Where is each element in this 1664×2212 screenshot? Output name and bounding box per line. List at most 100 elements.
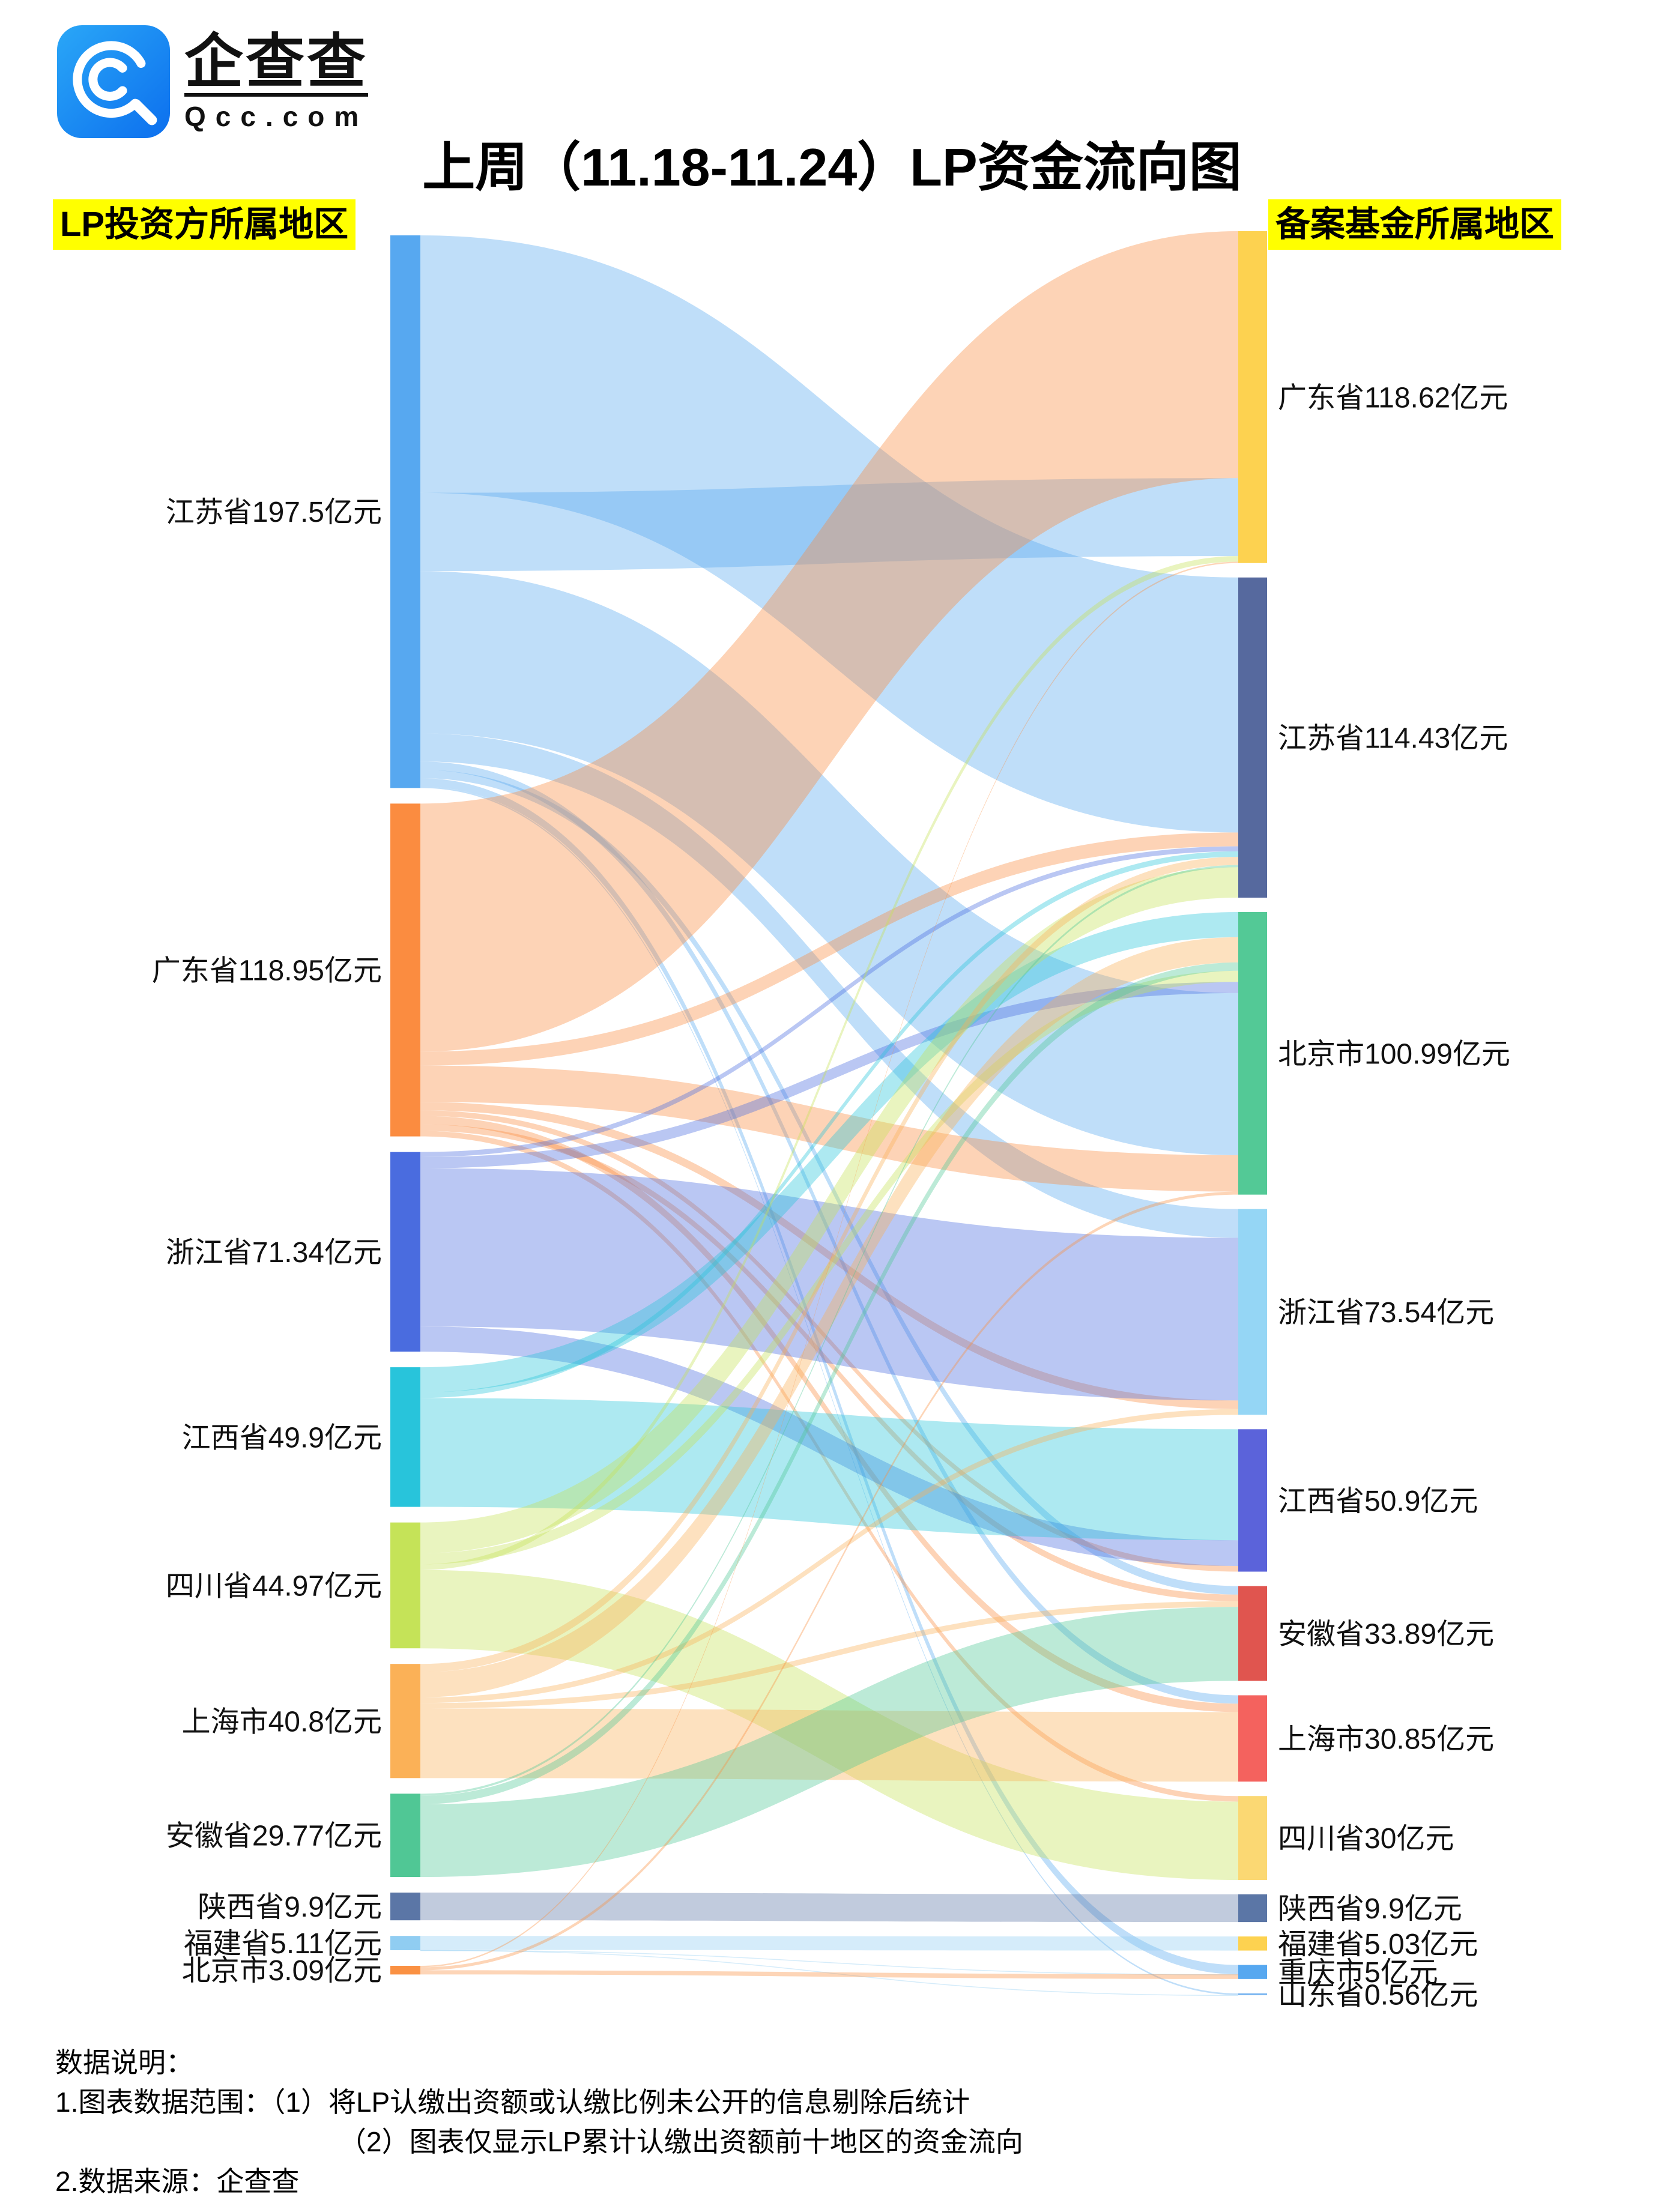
notes-heading: 数据说明：: [55, 2047, 193, 2078]
flow-江苏省-to-安徽省[interactable]: [420, 770, 1238, 1595]
source-node-江西省[interactable]: [390, 1367, 420, 1507]
source-node-label-四川省: 四川省44.97亿元: [166, 1570, 382, 1602]
source-node-浙江省[interactable]: [390, 1152, 420, 1352]
target-node-北京市[interactable]: [1238, 912, 1267, 1195]
flow-四川省-to-四川省[interactable]: [420, 1570, 1238, 1881]
flow-江苏省-to-上海市[interactable]: [420, 761, 1238, 1704]
flow-江西省-to-江西省[interactable]: [420, 1398, 1238, 1541]
source-node-label-安徽省: 安徽省29.77亿元: [166, 1821, 382, 1852]
flow-江苏省-to-北京市[interactable]: [420, 571, 1238, 1156]
target-node-重庆市[interactable]: [1238, 1965, 1267, 1979]
target-node-浙江省[interactable]: [1238, 1209, 1267, 1415]
flow-福建省-to-福建省[interactable]: [420, 1936, 1238, 1951]
flow-江苏省-to-山东省[interactable]: [420, 787, 1238, 1995]
flow-四川省-to-广东省[interactable]: [420, 556, 1238, 1570]
target-node-label-浙江省: 浙江省73.54亿元: [1278, 1297, 1494, 1329]
qcc-logo-domain: Qcc.com: [184, 93, 369, 133]
flow-上海市-to-浙江省[interactable]: [420, 1409, 1238, 1703]
flow-福建省-to-重庆市[interactable]: [420, 1950, 1238, 1975]
flow-江苏省-to-浙江省[interactable]: [420, 733, 1238, 1238]
sankey-labels: 江苏省197.5亿元广东省118.95亿元浙江省71.34亿元江西省49.9亿元…: [152, 382, 1510, 2011]
qcc-logo-icon: [57, 25, 170, 138]
target-node-四川省[interactable]: [1238, 1796, 1267, 1881]
source-node-label-江西省: 江西省49.9亿元: [182, 1422, 382, 1454]
flow-广东省-to-江西省[interactable]: [420, 1110, 1238, 1572]
flow-浙江省-to-江苏省[interactable]: [420, 846, 1238, 1158]
flow-广东省-to-江苏省[interactable]: [420, 832, 1238, 1066]
source-node-四川省[interactable]: [390, 1522, 420, 1649]
source-node-江苏省[interactable]: [390, 235, 420, 788]
target-node-label-重庆市: 重庆市5亿元: [1278, 1957, 1438, 1989]
source-node-label-广东省: 广东省118.95亿元: [152, 955, 382, 987]
source-node-北京市[interactable]: [390, 1965, 420, 1975]
flow-广东省-to-安徽省[interactable]: [420, 1124, 1238, 1601]
flow-安徽省-to-北京市[interactable]: [420, 962, 1238, 1804]
flow-江西省-to-北京市[interactable]: [420, 912, 1238, 1393]
source-node-label-北京市: 北京市3.09亿元: [182, 1955, 382, 1987]
flow-北京市-to-北京市[interactable]: [420, 1191, 1238, 1971]
flow-安徽省-to-江苏省[interactable]: [420, 865, 1238, 1796]
target-node-江西省[interactable]: [1238, 1429, 1267, 1572]
flow-江西省-to-江苏省[interactable]: [420, 851, 1238, 1398]
source-node-label-浙江省: 浙江省71.34亿元: [166, 1237, 382, 1269]
target-node-label-江西省: 江西省50.9亿元: [1278, 1485, 1478, 1517]
target-node-福建省[interactable]: [1238, 1936, 1267, 1951]
flow-四川省-to-北京市[interactable]: [420, 970, 1238, 1565]
data-notes: 数据说明： 1.图表数据范围：（1）将LP认缴出资额或认缴比例未公开的信息剔除后…: [55, 2043, 1023, 2201]
source-node-label-江苏省: 江苏省197.5亿元: [166, 497, 382, 528]
target-node-label-上海市: 上海市30.85亿元: [1278, 1723, 1494, 1755]
left-axis-header: LP投资方所属地区: [53, 199, 356, 250]
flow-浙江省-to-浙江省[interactable]: [420, 1168, 1238, 1401]
flow-广东省-to-浙江省[interactable]: [420, 1102, 1238, 1409]
source-node-label-上海市: 上海市40.8亿元: [182, 1706, 382, 1738]
flow-上海市-to-江苏省[interactable]: [420, 857, 1238, 1672]
chart-title: 上周（11.18-11.24）LP资金流向图: [422, 137, 1242, 197]
target-node-label-广东省: 广东省118.62亿元: [1278, 382, 1508, 414]
flow-上海市-to-安徽省[interactable]: [420, 1601, 1238, 1709]
flow-四川省-to-江苏省[interactable]: [420, 867, 1238, 1553]
right-axis-header: 备案基金所属地区: [1268, 199, 1562, 250]
flow-安徽省-to-安徽省[interactable]: [420, 1607, 1238, 1878]
source-node-安徽省[interactable]: [390, 1793, 420, 1878]
target-node-label-山东省: 山东省0.56亿元: [1278, 1979, 1478, 2011]
flow-广东省-to-上海市[interactable]: [420, 1116, 1238, 1712]
target-node-label-江苏省: 江苏省114.43亿元: [1278, 722, 1508, 754]
flow-广东省-to-广东省[interactable]: [420, 231, 1238, 1052]
flow-浙江省-to-北京市[interactable]: [420, 982, 1238, 1168]
source-node-福建省[interactable]: [390, 1936, 420, 1950]
source-node-陕西省[interactable]: [390, 1893, 420, 1921]
source-node-广东省[interactable]: [390, 803, 420, 1137]
source-node-label-福建省: 福建省5.11亿元: [184, 1928, 382, 1960]
source-node-label-陕西省: 陕西省9.9亿元: [198, 1891, 382, 1923]
flow-广东省-to-北京市[interactable]: [420, 1065, 1238, 1192]
target-node-label-福建省: 福建省5.03亿元: [1278, 1929, 1478, 1960]
target-node-山东省[interactable]: [1238, 1993, 1267, 1995]
flow-江苏省-to-重庆市[interactable]: [420, 778, 1238, 1975]
sankey-ribbons: [420, 231, 1238, 1996]
notes-scope-1: 1.图表数据范围：（1）将LP认缴出资额或认缴比例未公开的信息剔除后统计: [55, 2087, 970, 2118]
target-node-label-陕西省: 陕西省9.9亿元: [1278, 1893, 1462, 1925]
flow-上海市-to-北京市[interactable]: [420, 937, 1238, 1697]
flow-福建省-to-山东省[interactable]: [420, 1950, 1238, 1996]
flow-陕西省-to-陕西省[interactable]: [420, 1893, 1238, 1923]
notes-source: 2.数据来源：企查查: [55, 2166, 300, 2197]
qcc-logo: 企查查 Qcc.com: [57, 25, 369, 138]
flow-广东省-to-四川省[interactable]: [420, 1131, 1238, 1802]
flow-浙江省-to-江西省[interactable]: [420, 1326, 1238, 1567]
target-node-label-安徽省: 安徽省33.89亿元: [1278, 1618, 1494, 1650]
target-node-江苏省[interactable]: [1238, 577, 1267, 898]
flow-北京市-to-重庆市[interactable]: [420, 1970, 1238, 1979]
flow-上海市-to-上海市[interactable]: [420, 1708, 1238, 1782]
target-node-广东省[interactable]: [1238, 231, 1267, 563]
target-node-陕西省[interactable]: [1238, 1894, 1267, 1923]
target-node-上海市[interactable]: [1238, 1695, 1267, 1782]
flow-北京市-to-广东省[interactable]: [420, 561, 1238, 1968]
source-node-上海市[interactable]: [390, 1664, 420, 1778]
flow-江苏省-to-广东省[interactable]: [420, 478, 1238, 572]
sankey-nodes: [390, 231, 1267, 1995]
target-node-安徽省[interactable]: [1238, 1586, 1267, 1681]
notes-scope-2: （2）图表仅显示LP累计认缴出资额前十地区的资金流向: [339, 2126, 1023, 2157]
flow-江苏省-to-江苏省[interactable]: [420, 235, 1238, 833]
